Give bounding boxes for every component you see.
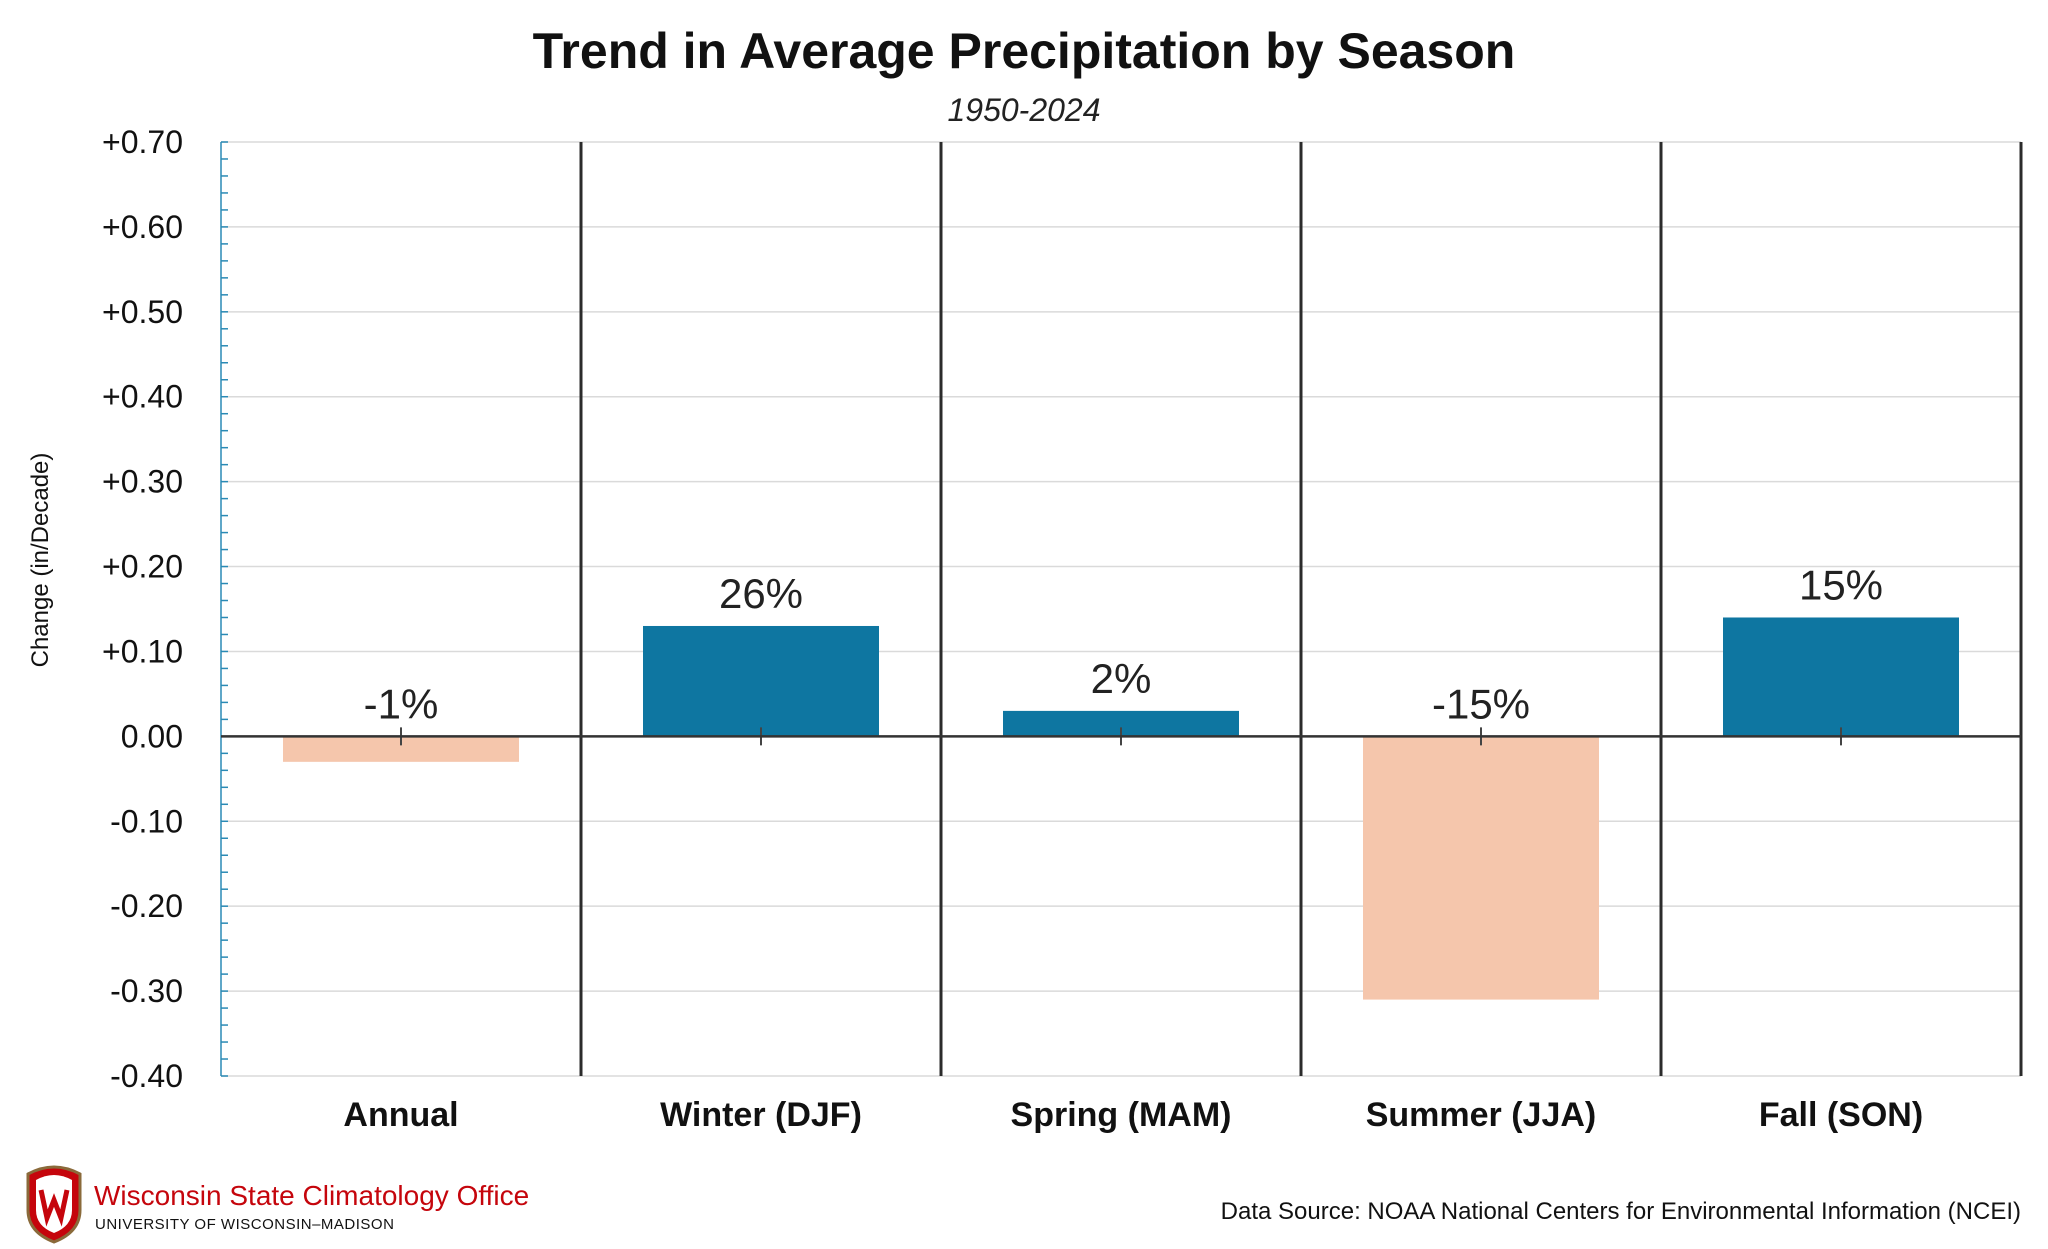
data-source: Data Source: NOAA National Centers for E… [1220,1198,2021,1225]
axes [220,141,2023,1077]
data-label: -15% [1432,680,1530,727]
bar-2 [643,625,879,737]
y-tick-label: -0.10 [110,803,183,839]
chart-subtitle: 1950-2024 [947,92,1101,128]
x-tick-label: Summer (JJA) [1366,1096,1597,1134]
data-label: 15% [1799,561,1883,608]
y-tick-label: +0.50 [102,294,183,330]
y-tick-label: +0.60 [102,209,183,245]
organization-subtitle: UNIVERSITY OF WISCONSIN–MADISON [95,1216,395,1233]
gridlines [221,141,2021,1077]
data-label: 2% [1091,655,1152,702]
y-tick-label: +0.30 [102,464,183,500]
uw-crest-logo [22,1160,86,1244]
y-tick-label: -0.20 [110,888,183,924]
organization-name: Wisconsin State Climatology Office [94,1180,530,1211]
bars [283,617,1959,1000]
x-tick-label: Winter (DJF) [660,1096,862,1134]
x-tick-label: Annual [343,1096,458,1134]
y-tick-label: +0.20 [102,549,183,585]
bar-chart: +0.70 +0.60 +0.50 +0.40 +0.30 +0.20 +0.10 0.00 -… [27,124,2023,1134]
x-tick-label: Spring (MAM) [1011,1096,1232,1134]
data-label: -1% [364,680,439,727]
data-label: 26% [719,570,803,617]
y-tick-label: +0.70 [102,124,183,160]
y-tick-label: -0.40 [110,1058,183,1094]
chart-title: Trend in Average Precipitation by Season [532,23,1516,79]
labels: +0.70 +0.60 +0.50 +0.40 +0.30 +0.20 +0.10 0.00 -… [27,124,1923,1134]
x-tick-label: Fall (SON) [1759,1096,1923,1134]
y-tick-label: 0.00 [121,718,183,754]
y-tick-label: +0.40 [102,379,183,415]
bar-4 [1363,736,1599,1000]
y-tick-label: -0.30 [110,973,183,1009]
y-tick-label: +0.10 [102,633,183,669]
y-axis-label: Change (in/Decade) [27,453,54,668]
bar-5 [1723,617,1959,737]
